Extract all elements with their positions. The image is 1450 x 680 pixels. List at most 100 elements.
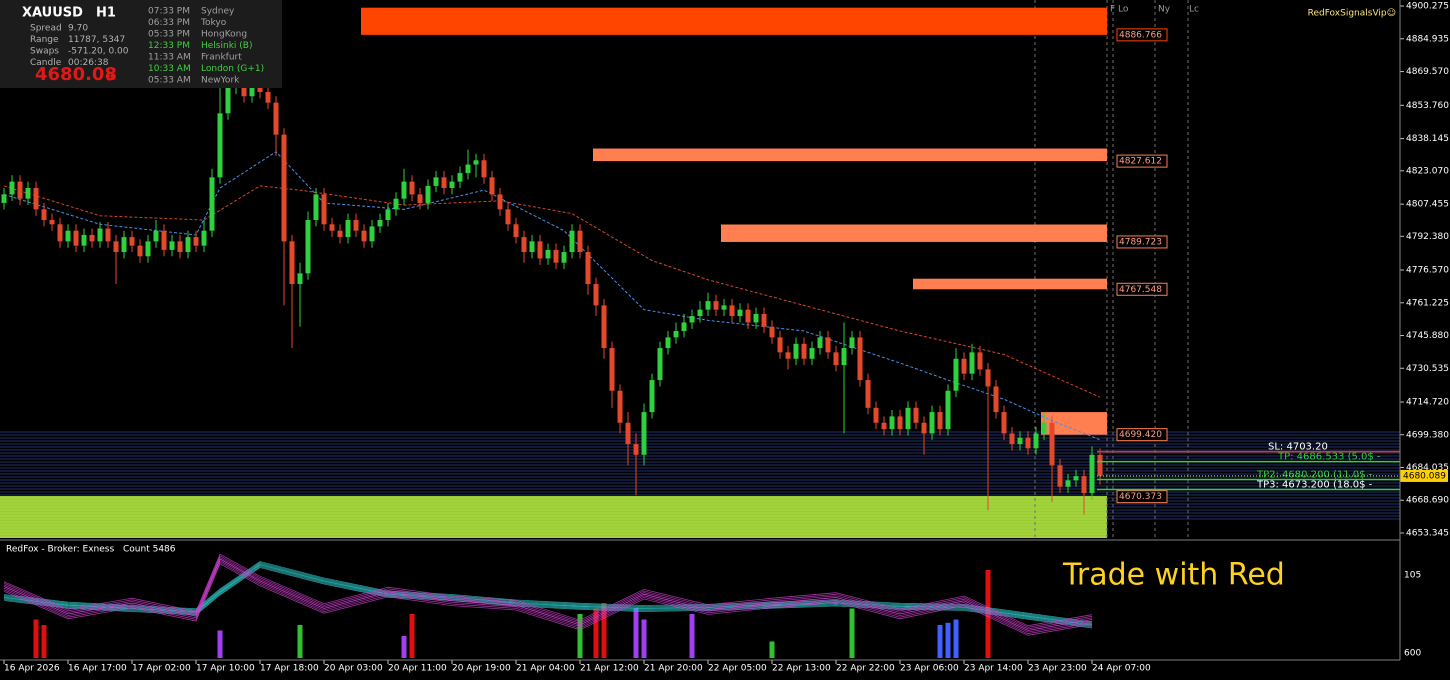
histogram-bar [937,625,943,658]
candle-body [993,386,999,413]
candle-body [393,198,399,210]
candle-body [225,87,231,114]
indicator-axis-label: 600 [1404,649,1421,659]
candle-body [641,412,647,455]
candle-body [601,305,607,349]
x-tick-label: 17 Apr 18:00 [260,664,319,674]
session-time: 11:33 AM [148,53,191,63]
oscillator-line [3,555,1093,628]
zone-label: 4789.723 [1119,237,1162,247]
histogram-bar [409,614,415,658]
candle-body [545,249,551,259]
candle-body [337,230,343,238]
candle-body [465,164,471,174]
moving-average [3,185,1101,398]
trade-label: TP: 4686.533 (5.0$ - [1277,452,1381,463]
candle-body [289,241,295,285]
candle-body [41,209,47,221]
candle-body [977,352,983,370]
candle-body [1089,454,1095,494]
x-tick-label: 21 Apr 04:00 [516,664,575,674]
x-tick-label: 23 Apr 06:00 [900,664,959,674]
x-tick-label: 16 Apr 2026 [4,664,60,674]
candle-body [9,181,15,195]
histogram-bar [633,608,639,658]
oscillator-line [3,563,1093,636]
candle-body [809,348,815,359]
info-bg [0,0,282,88]
x-tick-label: 22 Apr 05:00 [708,664,767,674]
candle-body [1017,437,1023,445]
candle-body [969,352,975,374]
support-band [0,496,1107,538]
session-city: London (G+1) [201,64,264,74]
candle-body [297,273,303,285]
candle-body [385,209,391,221]
price-pane: F Lo Ny Lc RedFoxSignalsVip☺ 4886.766 4827.61… [0,0,1449,538]
candle-body [409,181,415,195]
candle-body [49,220,55,225]
y-tick-label: 4869.570 [1406,67,1449,77]
candle-body [137,245,143,257]
x-tick-label: 20 Apr 11:00 [388,664,447,674]
histogram-bar [593,608,599,658]
oscillator-line [3,553,1093,627]
x-tick-label: 21 Apr 20:00 [644,664,703,674]
candle-body [377,220,383,227]
candle-body [97,228,103,242]
brand: RedFoxSignalsVip☺ [1308,8,1396,19]
session-city: Tokyo [200,18,227,28]
candle-body [673,330,679,338]
y-tick-label: 4792.380 [1406,232,1449,242]
candle-body [361,230,367,242]
candle-body [345,220,351,238]
candle-body [577,230,583,253]
candle-body [193,237,199,246]
oscillator-line [3,562,1093,624]
candle-body [321,194,327,225]
histogram-bar [689,614,695,658]
candle-body [265,91,271,103]
candle-body [177,241,183,253]
session-city: HongKong [201,30,247,40]
candle-body [905,407,911,430]
candle-body [113,241,119,253]
y-tick-label: 4653.345 [1406,528,1449,538]
candle-body [121,237,127,253]
info-value: 9.70 [68,24,88,34]
candle-body [873,407,879,423]
histogram-bar [401,636,407,658]
candle-body [161,230,167,250]
indicator-label: RedFox - Broker: Exness [6,545,114,555]
supply-zone [361,7,1107,35]
y-tick-label: 4900.275 [1406,2,1449,12]
candle-body [753,313,759,323]
candle-body [1025,437,1031,449]
candle-body [89,234,95,242]
candle-body [513,224,519,238]
candle-body [737,309,743,317]
candle-body [401,181,407,199]
candle-body [769,326,775,338]
candle-body [329,224,335,231]
y-tick-label: 4776.570 [1406,266,1449,276]
candle-body [721,305,727,310]
candle-body [481,160,487,178]
candle-body [569,230,575,253]
supply-zone [721,224,1107,242]
candle-body [1073,476,1079,481]
candle-body [1001,412,1007,434]
slogan: Trade with Red [1062,558,1285,593]
candle-body [313,194,319,221]
candle-body [881,422,887,430]
zone-label-box [1116,154,1168,168]
y-tick-label: 4699.380 [1406,430,1449,440]
candle-body [1,194,7,203]
candle-body [553,249,559,263]
candle-body [665,337,671,349]
candle-body [537,241,543,259]
candle-body [913,407,919,423]
candle-body [865,380,871,408]
candle-body [817,337,823,349]
info-value: -571.20, 0.00 [68,47,129,57]
